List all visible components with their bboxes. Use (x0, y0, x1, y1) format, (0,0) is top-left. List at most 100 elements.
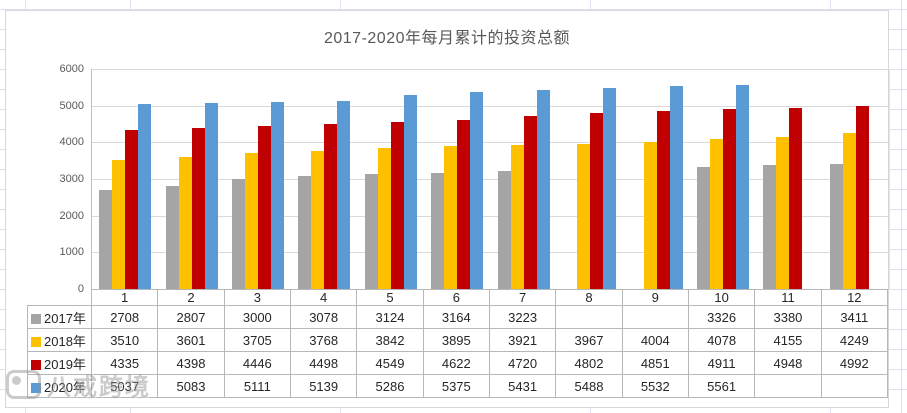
month-header-2: 2 (157, 289, 225, 306)
bar-2017年-month-4[interactable] (298, 176, 312, 289)
value-cell-2018年-month-12: 4249 (820, 328, 889, 352)
value-cell-2019年-month-1: 4335 (90, 351, 159, 375)
value-cell-2020年-month-3: 5111 (223, 374, 291, 398)
bar-2019年-month-10[interactable] (722, 108, 736, 289)
value-cell-2018年-month-8: 3967 (555, 328, 623, 352)
y-axis-label-6000: 6000 (59, 63, 84, 75)
value-cell-2017年-month-8 (555, 305, 623, 329)
chart-container[interactable]: 2017-2020年每月累计的投资总额 0 1000 2000 3000 4000 500… (5, 10, 890, 408)
value-cell-2020年-month-12 (820, 374, 889, 398)
month-header-1: 1 (90, 289, 159, 306)
bar-2020年-month-8[interactable] (603, 87, 617, 289)
series-legend-2017年: 2017年 (27, 305, 92, 329)
bar-2019年-month-12[interactable] (855, 105, 869, 289)
table-row-2019年: 2019年 4335 4398 4446 4498 4549 4622 4720 4802 485… (27, 351, 889, 375)
bar-2017年-month-6[interactable] (431, 173, 445, 289)
value-cell-2019年-month-3: 4446 (223, 351, 291, 375)
month-header-8: 8 (555, 289, 623, 306)
value-cell-2020年-month-4: 5139 (289, 374, 358, 398)
bar-2017年-month-11[interactable] (763, 165, 777, 289)
bar-2018年-month-6[interactable] (444, 146, 458, 289)
value-cell-2018年-month-2: 3601 (157, 328, 225, 352)
bar-2020年-month-4[interactable] (337, 100, 351, 289)
bar-2019年-month-5[interactable] (390, 122, 404, 289)
bar-2019年-month-9[interactable] (656, 111, 670, 289)
gridline-3000 (92, 179, 889, 180)
bar-2018年-month-11[interactable] (776, 136, 790, 289)
bar-2018年-month-3[interactable] (245, 153, 259, 289)
bar-2020年-month-3[interactable] (271, 101, 285, 289)
bar-2017年-month-12[interactable] (829, 163, 843, 289)
series-legend-2018年: 2018年 (27, 328, 92, 352)
bar-2020年-month-6[interactable] (470, 91, 484, 289)
month-header-9: 9 (621, 289, 689, 306)
bar-2019年-month-1[interactable] (125, 130, 139, 289)
y-axis-label-5000: 5000 (59, 99, 84, 112)
bar-2019年-month-8[interactable] (590, 112, 604, 289)
bar-2017年-month-5[interactable] (364, 174, 378, 289)
bar-2018年-month-4[interactable] (311, 150, 325, 289)
value-cell-2020年-month-10: 5561 (687, 374, 756, 398)
bar-2020年-month-2[interactable] (204, 102, 218, 289)
value-cell-2017年-month-1: 2708 (90, 305, 159, 329)
value-cell-2018年-month-10: 4078 (687, 328, 756, 352)
bar-2018年-month-7[interactable] (510, 145, 524, 289)
bar-2017年-month-2[interactable] (165, 186, 179, 289)
bar-2018年-month-10[interactable] (709, 139, 723, 289)
value-cell-2017年-month-10: 3326 (687, 305, 756, 329)
bar-2018年-month-5[interactable] (377, 148, 391, 289)
value-cell-2020年-month-11 (754, 374, 822, 398)
gridline-5000 (92, 105, 889, 107)
value-cell-2019年-month-8: 4802 (555, 351, 623, 375)
value-cell-2017年-month-12: 3411 (820, 305, 889, 329)
value-cell-2017年-month-5: 3124 (356, 305, 424, 329)
value-cell-2019年-month-11: 4948 (754, 351, 822, 375)
value-cell-2017年-month-2: 2807 (157, 305, 225, 329)
bar-2020年-month-1[interactable] (138, 104, 152, 289)
bar-2017年-month-7[interactable] (497, 170, 511, 289)
bar-2020年-month-9[interactable] (669, 86, 683, 289)
bar-2019年-month-4[interactable] (324, 124, 338, 289)
value-cell-2020年-month-1: 5037 (90, 374, 159, 398)
value-cell-2020年-month-7: 5431 (488, 374, 557, 398)
series-legend-2020年: 2020年 (27, 374, 92, 398)
bar-2017年-month-1[interactable] (99, 189, 113, 289)
bar-2018年-month-9[interactable] (643, 142, 657, 289)
table-corner-cell (28, 290, 92, 306)
bar-2020年-month-7[interactable] (536, 89, 550, 289)
legend-key-icon (31, 336, 41, 347)
bar-2018年-month-8[interactable] (577, 143, 591, 289)
bar-2018年-month-2[interactable] (178, 156, 192, 289)
legend-key-icon (31, 359, 41, 370)
legend-key-icon (31, 382, 41, 393)
bar-2020年-month-5[interactable] (403, 95, 417, 289)
bar-2019年-month-11[interactable] (789, 107, 803, 289)
bar-2019年-month-6[interactable] (457, 119, 471, 289)
value-cell-2017年-month-6: 3164 (422, 305, 490, 329)
value-cell-2018年-month-6: 3895 (422, 328, 490, 352)
bar-2019年-month-2[interactable] (191, 127, 205, 289)
month-header-4: 4 (289, 289, 358, 306)
value-cell-2019年-month-10: 4911 (687, 351, 756, 375)
value-cell-2019年-month-9: 4851 (621, 351, 689, 375)
y-axis-label-3000: 3000 (59, 173, 84, 185)
gridline-1000 (92, 252, 889, 254)
value-cell-2019年-month-12: 4992 (820, 351, 889, 375)
bar-2017年-month-10[interactable] (696, 167, 710, 289)
chart-data-table[interactable]: 1 2 3 4 5 6 7 8 9 10 11 12 2017年 2708 2807 3000 3078 3124… (27, 289, 889, 398)
table-row-2018年: 2018年 3510 3601 3705 3768 3842 3895 3921 3967 400… (27, 328, 889, 352)
bar-2019年-month-7[interactable] (523, 115, 537, 289)
bar-2019年-month-3[interactable] (258, 125, 272, 289)
chart-title[interactable]: 2017-2020年每月累计的投资总额 (323, 30, 571, 47)
bar-2017年-month-3[interactable] (232, 179, 246, 289)
value-cell-2019年-month-5: 4549 (356, 351, 424, 375)
value-cell-2018年-month-9: 4004 (621, 328, 689, 352)
month-header-10: 10 (687, 289, 756, 306)
bar-2018年-month-1[interactable] (112, 160, 126, 289)
bar-2018年-month-12[interactable] (842, 133, 856, 289)
bar-2020年-month-10[interactable] (735, 85, 749, 289)
series-legend-2019年: 2019年 (27, 351, 92, 375)
month-header-11: 11 (754, 289, 822, 306)
month-header-12: 12 (820, 289, 889, 306)
plot-area[interactable]: 0 1000 2000 3000 4000 5000 6000 (60, 63, 890, 295)
